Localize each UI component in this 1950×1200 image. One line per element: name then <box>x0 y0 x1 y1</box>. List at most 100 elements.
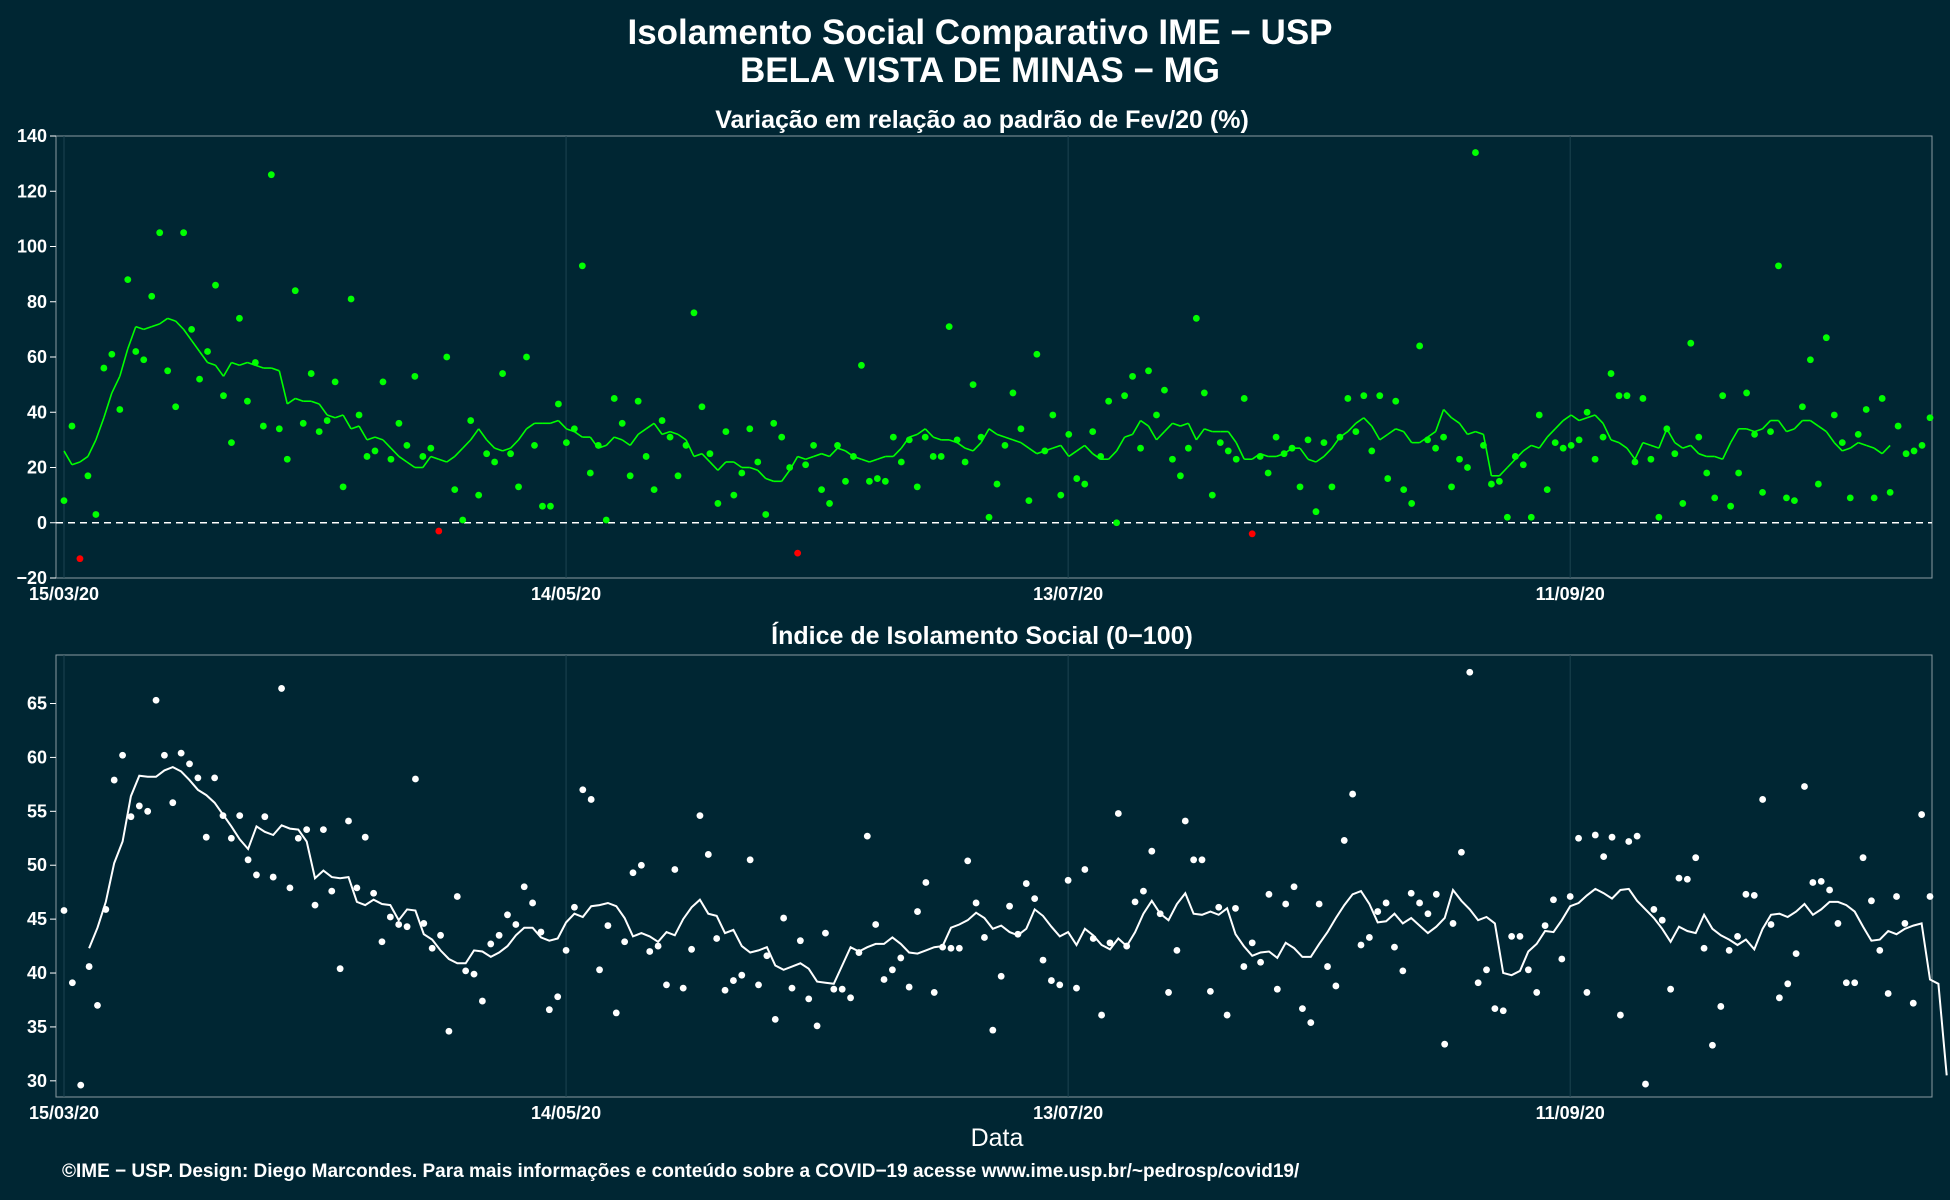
data-point <box>370 889 378 897</box>
data-point <box>1679 500 1687 507</box>
moving-average-segment <box>470 428 480 441</box>
data-point <box>470 970 478 978</box>
moving-average-segment <box>63 450 73 466</box>
moving-average-segment <box>1498 466 1508 477</box>
y-tick-label: 80 <box>27 292 47 312</box>
data-point <box>220 392 227 400</box>
moving-average-segment <box>231 361 240 367</box>
data-point <box>291 287 299 295</box>
moving-average-segment <box>1442 408 1453 419</box>
data-point <box>124 276 132 284</box>
data-point <box>100 364 108 372</box>
data-point <box>1543 486 1551 493</box>
moving-average-segment <box>613 436 623 441</box>
data-point <box>1416 342 1424 350</box>
data-point <box>629 869 637 877</box>
data-point <box>690 309 698 317</box>
data-point <box>880 976 888 983</box>
data-point <box>1458 848 1465 856</box>
data-point <box>186 760 193 768</box>
data-point <box>1683 875 1691 883</box>
data-point <box>642 453 650 460</box>
data-point <box>1349 790 1357 798</box>
moving-average-segment <box>255 364 264 369</box>
data-point <box>796 937 804 945</box>
data-point <box>1806 356 1814 364</box>
data-point <box>634 397 642 405</box>
data-point <box>1264 469 1272 477</box>
data-point <box>371 447 379 455</box>
data-point <box>172 403 180 411</box>
data-point <box>746 425 754 433</box>
data-point <box>1474 979 1482 987</box>
data-point <box>786 464 794 471</box>
data-point <box>236 812 244 820</box>
data-point <box>177 749 185 757</box>
data-point <box>666 433 674 441</box>
data-point <box>1441 1040 1449 1048</box>
moving-average-segment <box>1586 414 1596 419</box>
moving-average-segment <box>79 455 89 463</box>
moving-average-segment <box>1881 444 1891 455</box>
data-point <box>1307 1019 1315 1027</box>
data-point <box>1312 508 1320 516</box>
data-point <box>487 940 495 948</box>
data-point <box>937 453 945 460</box>
data-point <box>1296 483 1304 491</box>
moving-average-segment <box>1180 422 1189 427</box>
y-tick-label: 120 <box>17 181 47 201</box>
data-point <box>319 826 327 834</box>
data-point <box>1834 920 1842 927</box>
data-point <box>127 813 135 821</box>
moving-average-segment <box>1020 441 1030 449</box>
data-point <box>1775 262 1782 270</box>
chart-title: Isolamento Social Comparativo IME − USP <box>627 13 1332 52</box>
moving-average-segment <box>1531 444 1540 449</box>
data-point <box>286 884 294 892</box>
data-point <box>788 984 796 992</box>
data-point <box>872 921 880 928</box>
data-point <box>1200 389 1208 397</box>
data-point <box>1566 893 1574 900</box>
data-point <box>1870 494 1878 502</box>
moving-average-segment <box>1817 425 1827 433</box>
data-point <box>1181 817 1189 825</box>
data-point <box>135 802 143 810</box>
data-point <box>587 796 595 803</box>
moving-average-segment <box>1594 414 1604 424</box>
data-point <box>1575 436 1583 444</box>
data-point <box>77 1081 85 1089</box>
data-point <box>1838 439 1846 447</box>
moving-average-segment <box>167 317 176 322</box>
data-point <box>1524 966 1532 974</box>
data-point <box>1926 893 1934 900</box>
data-point <box>1926 414 1934 422</box>
data-point <box>858 361 865 369</box>
moving-average-segment <box>1602 422 1612 441</box>
moving-average-segment <box>207 361 216 367</box>
data-point <box>626 472 634 480</box>
moving-average-segment <box>1028 447 1038 455</box>
data-point <box>1374 908 1382 915</box>
y-tick-label: 40 <box>27 402 47 422</box>
data-point <box>504 911 511 919</box>
moving-average-segment <box>653 422 663 435</box>
data-point <box>1106 939 1114 947</box>
data-point <box>1759 796 1767 803</box>
panel-isolation-index: 15/03/20 14/05/20 13/07/20 11/09/20 30 35 40 45… <box>27 654 1948 1123</box>
data-point <box>1759 488 1766 496</box>
data-point <box>1399 967 1407 975</box>
data-point <box>1642 1080 1649 1088</box>
data-point <box>1384 475 1392 482</box>
x-tick-label: 14/05/20 <box>531 1103 601 1123</box>
data-point <box>1407 889 1415 897</box>
data-point <box>1650 906 1658 913</box>
moving-average-segment <box>1714 455 1723 460</box>
data-point <box>914 908 921 915</box>
data-point <box>379 378 387 386</box>
data-point <box>1248 530 1256 538</box>
y-tick-label: 0 <box>37 513 47 533</box>
data-point <box>658 417 666 424</box>
moving-average-segment <box>828 447 839 458</box>
data-point <box>1608 833 1616 841</box>
